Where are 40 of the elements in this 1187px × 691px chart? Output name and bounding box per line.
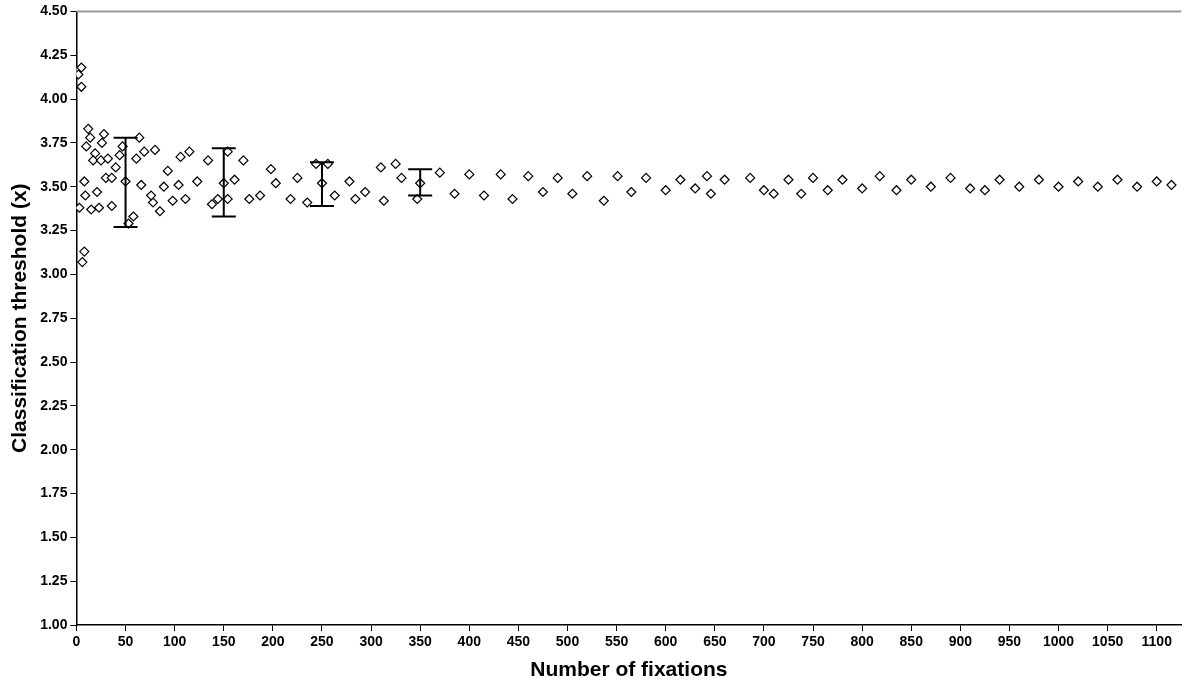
y-tick-label: 1.25	[40, 572, 68, 589]
x-tick-label: 400	[457, 633, 482, 650]
y-axis-title: Classification threshold (x)	[7, 183, 31, 453]
y-tick-label: 3.50	[40, 177, 68, 194]
x-tick-label: 1050	[1092, 633, 1124, 650]
y-tick-label: 4.00	[40, 89, 68, 106]
x-tick-label: 500	[555, 633, 580, 650]
y-tick-label: 1.50	[40, 528, 68, 545]
y-tick-label: 2.75	[40, 309, 68, 326]
x-tick-label: 150	[212, 633, 236, 650]
x-tick-label: 550	[604, 633, 629, 650]
x-tick-label: 200	[261, 633, 285, 650]
x-tick-label: 700	[752, 633, 776, 650]
x-tick-label: 0	[72, 633, 81, 650]
x-tick-label: 1100	[1141, 633, 1173, 650]
x-tick-label: 900	[948, 633, 973, 650]
y-tick-label: 4.50	[40, 2, 68, 19]
x-tick-label: 100	[162, 633, 187, 650]
y-tick-label: 3.25	[40, 221, 68, 238]
x-tick-label: 600	[654, 633, 678, 650]
x-tick-label: 850	[899, 633, 924, 650]
y-tick-label: 2.25	[40, 396, 68, 413]
x-tick-label: 50	[117, 633, 134, 650]
x-axis-title: Number of fixations	[530, 657, 728, 681]
y-tick-label: 2.50	[40, 352, 68, 369]
x-tick-label: 450	[506, 633, 531, 650]
x-tick-label: 650	[703, 633, 727, 650]
y-tick-label: 3.00	[40, 265, 68, 282]
x-tick-label: 1000	[1042, 633, 1075, 650]
x-tick-label: 300	[359, 633, 383, 650]
y-tick-label: 3.75	[40, 133, 68, 150]
x-tick-label: 800	[850, 633, 875, 650]
y-tick-label: 1.00	[40, 615, 68, 632]
y-tick-label: 1.75	[40, 484, 68, 501]
y-tick-label: 4.25	[40, 46, 68, 63]
x-tick-label: 750	[801, 633, 825, 650]
y-tick-label: 2.00	[40, 440, 68, 457]
x-tick-label: 350	[408, 633, 433, 650]
x-tick-label: 950	[997, 633, 1022, 650]
x-tick-label: 250	[310, 633, 334, 650]
